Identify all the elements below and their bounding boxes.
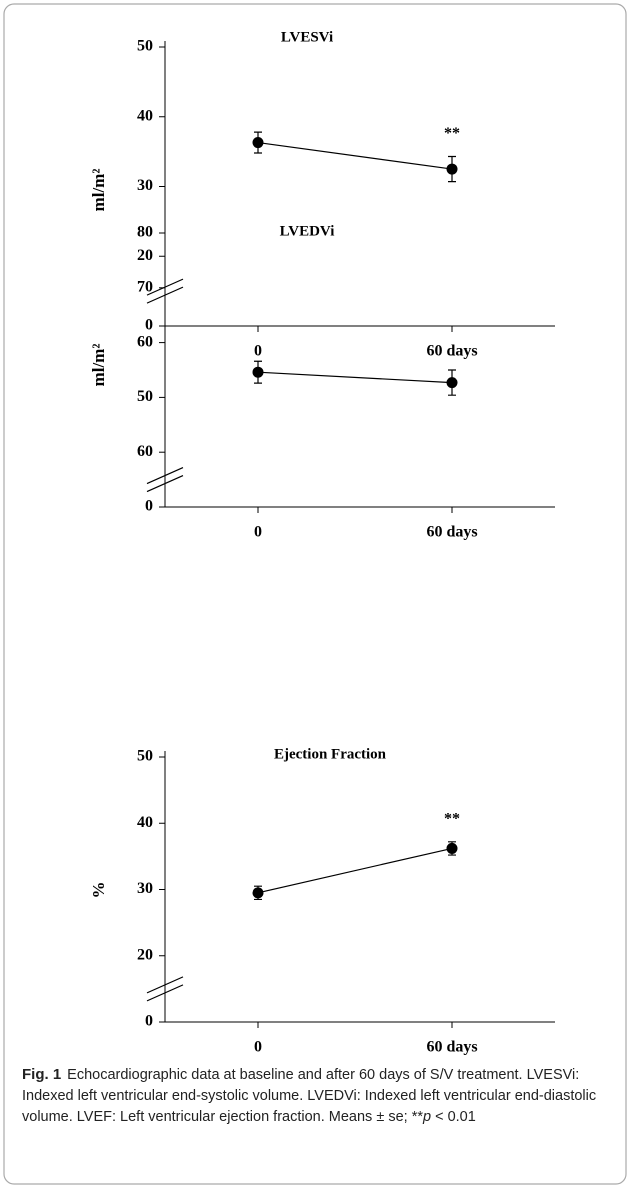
annotation: ** — [444, 125, 460, 142]
caption-text: < 0.01 — [431, 1109, 476, 1125]
y-tick-label: 70 — [137, 278, 153, 295]
caption-text: Echocardiographic data at baseline and a… — [22, 1067, 597, 1125]
series-line — [257, 371, 453, 384]
y-tick-label: 30 — [137, 880, 153, 897]
x-tick-label: 0 — [254, 524, 262, 541]
x-tick-label: 60 days — [426, 524, 477, 541]
data-point — [252, 137, 264, 149]
y-tick-label: 50 — [137, 388, 153, 405]
y-tick-label: 20 — [137, 247, 153, 264]
y-tick-label: 20 — [137, 946, 153, 963]
chart-title: Ejection Fraction — [274, 746, 387, 762]
data-point — [252, 366, 264, 378]
chart-title: LVESVi — [281, 29, 333, 45]
annotation: ** — [444, 810, 460, 827]
series-line — [257, 141, 453, 170]
y-axis-label: ml/m² — [89, 169, 108, 212]
frame — [3, 3, 627, 1185]
y-tick-label: 50 — [137, 748, 153, 765]
x-tick-label: 0 — [254, 1039, 262, 1056]
x-tick-label: 60 days — [426, 343, 477, 360]
axis-break — [146, 467, 184, 485]
y-axis-label: ml/m² — [89, 344, 108, 387]
axis-break — [146, 475, 184, 493]
data-point — [446, 377, 458, 389]
y-tick-label: 40 — [137, 814, 153, 831]
y-tick-label: 60 — [137, 333, 153, 350]
y-tick-label: 80 — [137, 224, 153, 241]
chart-title: LVEDVi — [280, 223, 335, 239]
y-tick-label: 0 — [145, 1013, 153, 1030]
caption: Fig. 1 Echocardiographic data at baseline… — [22, 1064, 614, 1128]
y-tick-label: 0 — [145, 317, 153, 334]
x-tick-label: 0 — [254, 343, 262, 360]
x-tick-label: 60 days — [426, 1039, 477, 1056]
y-axis-label: % — [89, 882, 108, 899]
axis-break — [146, 976, 184, 994]
axis-break — [146, 984, 184, 1002]
y-tick-label: 40 — [137, 107, 153, 124]
caption-label: Fig. 1 — [22, 1066, 62, 1083]
data-point — [446, 842, 458, 854]
y-tick-label: 30 — [137, 177, 153, 194]
series-line — [257, 847, 453, 894]
y-tick-label: 50 — [137, 38, 153, 55]
data-point — [252, 887, 264, 899]
data-point — [446, 163, 458, 175]
y-tick-label: 60 — [137, 443, 153, 460]
y-tick-label: 0 — [145, 498, 153, 515]
caption-italic: p — [422, 1109, 432, 1125]
